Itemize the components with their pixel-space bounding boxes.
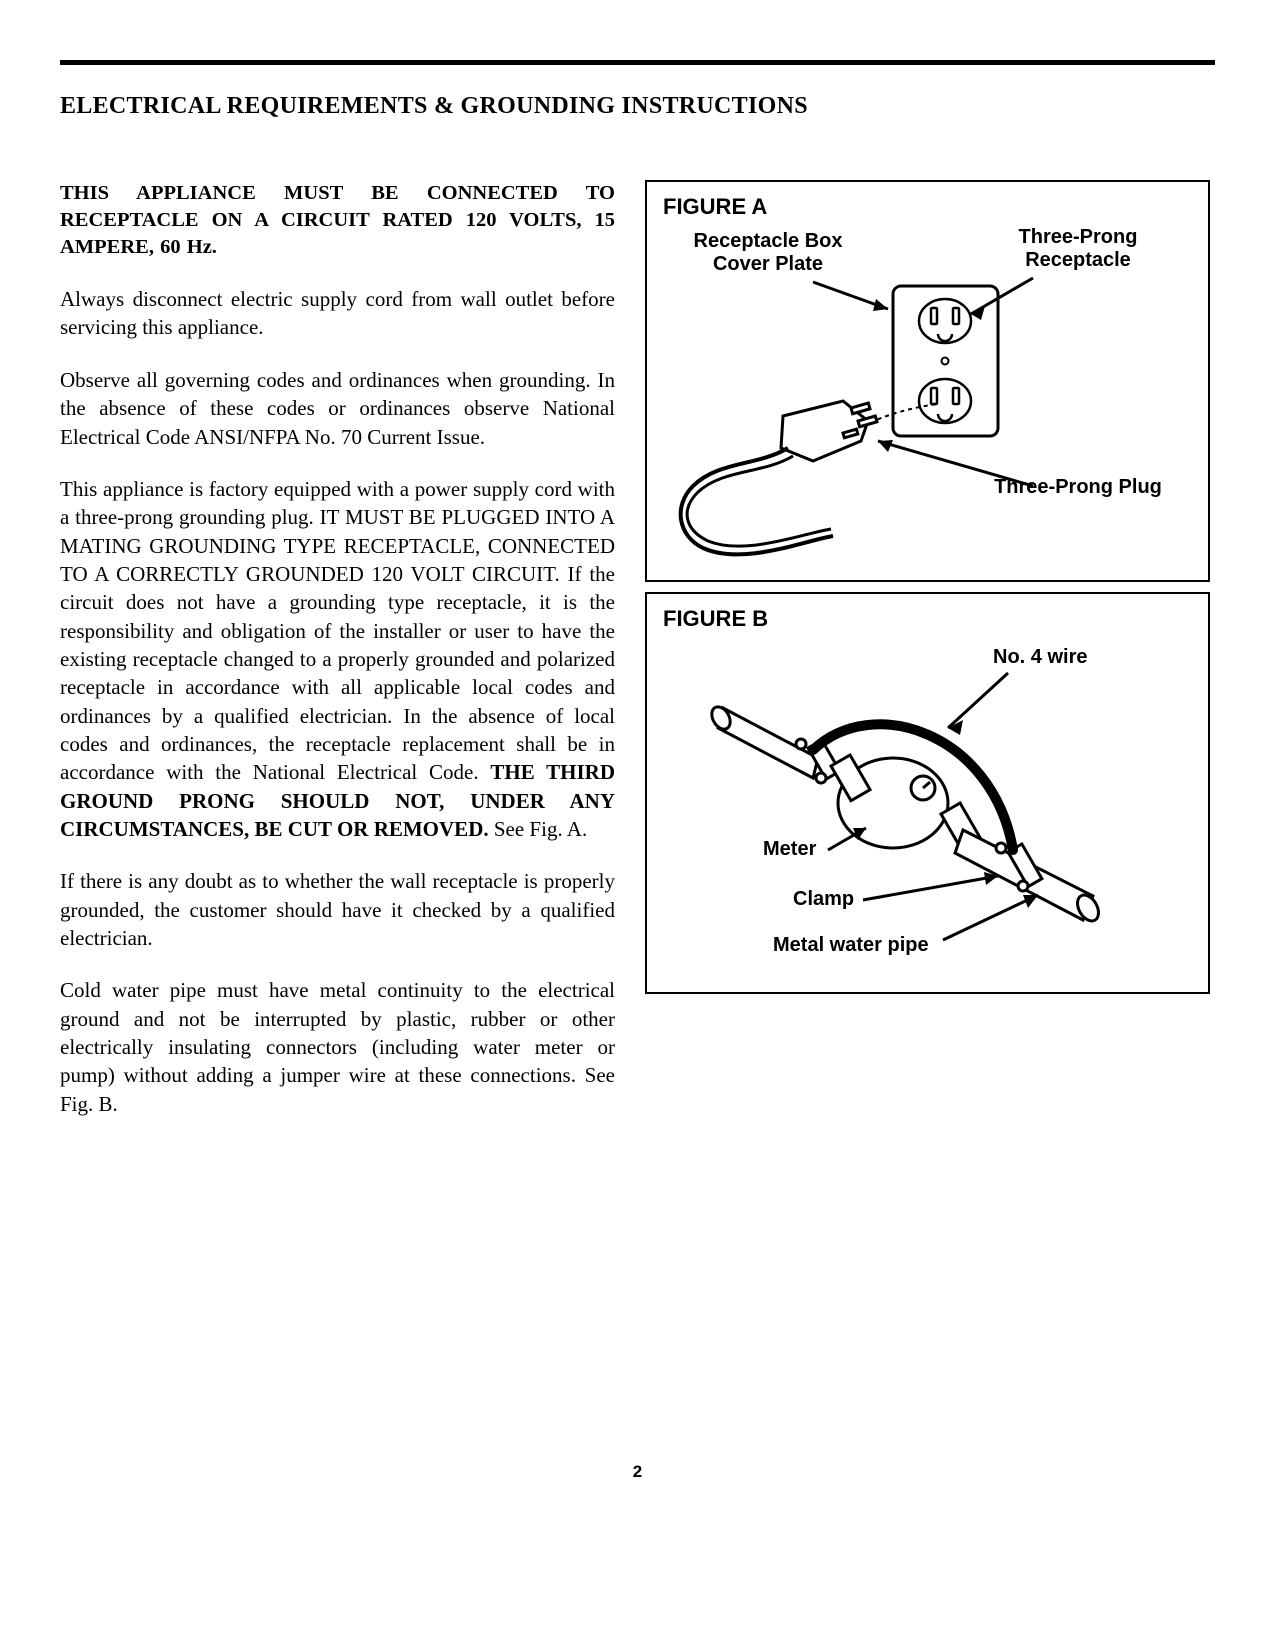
figure-a-label-plug: Three-Prong Plug — [993, 476, 1163, 499]
paragraph-1: Always disconnect electric supply cord f… — [60, 285, 615, 342]
figure-b-label-clamp: Clamp — [793, 888, 883, 911]
top-rule — [60, 60, 1215, 65]
paragraph-5: Cold water pipe must have metal continui… — [60, 976, 615, 1118]
paragraph-2: Observe all governing codes and ordinanc… — [60, 366, 615, 451]
figure-b-label-meter: Meter — [763, 838, 843, 861]
figure-b-label-pipe-text: Metal water pipe — [773, 934, 929, 956]
figure-a-svg — [663, 226, 1193, 566]
figure-b-box: FIGURE B No. 4 wire Meter Clamp Metal wa… — [645, 592, 1210, 994]
left-column: THIS APPLIANCE MUST BE CONNECTED TO RECE… — [60, 180, 615, 1142]
paragraph-3a: This appliance is factory equipped with … — [60, 477, 615, 784]
page-number: 2 — [60, 1462, 1215, 1482]
lead-paragraph: THIS APPLIANCE MUST BE CONNECTED TO RECE… — [60, 180, 615, 261]
figure-b-label-pipe: Metal water pipe — [773, 934, 993, 957]
figure-a-svgwrap: Receptacle Box Cover Plate Three-Prong R… — [663, 226, 1192, 566]
right-column: FIGURE A Receptacle Box Cover Plate Thre… — [645, 180, 1210, 1142]
paragraph-4: If there is any doubt as to whether the … — [60, 867, 615, 952]
paragraph-3c: See Fig. A. — [489, 817, 588, 841]
figure-a-label-box-text: Receptacle Box Cover Plate — [694, 230, 843, 275]
figure-a-box: FIGURE A Receptacle Box Cover Plate Thre… — [645, 180, 1210, 582]
figure-b-label-wire-text: No. 4 wire — [993, 646, 1087, 668]
figure-a-label-receptacle-text: Three-Prong Receptacle — [1019, 226, 1138, 271]
figure-b-svg — [663, 638, 1193, 978]
figure-b-title: FIGURE B — [663, 606, 1192, 632]
page-title: ELECTRICAL REQUIREMENTS & GROUNDING INST… — [60, 93, 1215, 120]
figure-a-title: FIGURE A — [663, 194, 1192, 220]
figure-b-label-clamp-text: Clamp — [793, 888, 854, 910]
figure-b-label-wire: No. 4 wire — [993, 646, 1133, 669]
figure-a-label-receptacle: Three-Prong Receptacle — [993, 226, 1163, 272]
content-columns: THIS APPLIANCE MUST BE CONNECTED TO RECE… — [60, 180, 1215, 1142]
figure-a-label-plug-text: Three-Prong Plug — [994, 476, 1162, 498]
paragraph-3: This appliance is factory equipped with … — [60, 475, 615, 843]
figure-a-label-box: Receptacle Box Cover Plate — [673, 230, 863, 276]
figure-b-svgwrap: No. 4 wire Meter Clamp Metal water pipe — [663, 638, 1192, 978]
figure-b-label-meter-text: Meter — [763, 838, 816, 860]
